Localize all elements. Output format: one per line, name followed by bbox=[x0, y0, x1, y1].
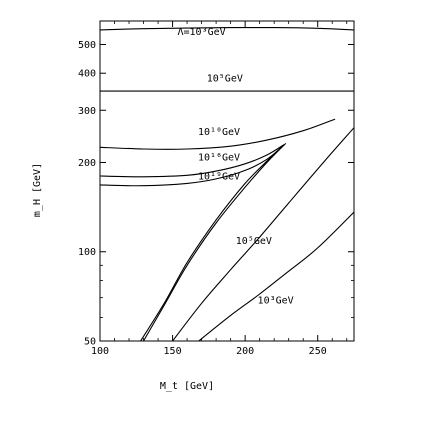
curve-label-7: 10³GeV bbox=[258, 295, 294, 306]
curve-label-5: 10¹⁹GeV bbox=[198, 172, 240, 183]
series-line-8 bbox=[172, 127, 355, 342]
y-tick-label: 50 bbox=[84, 337, 96, 348]
y-tick-label: 500 bbox=[78, 40, 96, 51]
y-tick-label: 100 bbox=[78, 247, 96, 258]
series-line-6 bbox=[143, 143, 287, 342]
curve-label-3: 10¹⁰GeV bbox=[198, 127, 240, 138]
series-line-3 bbox=[99, 118, 336, 150]
x-tick-label: 200 bbox=[236, 346, 254, 357]
curve-label-2: 10⁵GeV bbox=[207, 74, 243, 85]
plot-frame bbox=[99, 20, 355, 342]
x-tick-label: 150 bbox=[164, 346, 182, 357]
curve-label-4: 10¹⁶GeV bbox=[198, 153, 240, 164]
curve-label-1: Λ=10³GeV bbox=[178, 27, 226, 38]
series-line-7 bbox=[140, 146, 282, 342]
y-tick-label: 400 bbox=[78, 69, 96, 80]
series-line-5 bbox=[99, 146, 282, 187]
series-line-1 bbox=[99, 26, 355, 31]
x-tick-label: 250 bbox=[309, 346, 327, 357]
x-tick-label: 100 bbox=[91, 346, 109, 357]
series-line-9 bbox=[198, 211, 355, 342]
curve-label-6: 10⁵GeV bbox=[236, 236, 272, 247]
y-tick-label: 300 bbox=[78, 106, 96, 117]
y-axis-label: m_H [GeV] bbox=[32, 163, 43, 217]
x-axis-label: M_t [GeV] bbox=[160, 381, 214, 392]
y-tick-label: 200 bbox=[78, 158, 96, 169]
series-line-4 bbox=[99, 144, 285, 178]
